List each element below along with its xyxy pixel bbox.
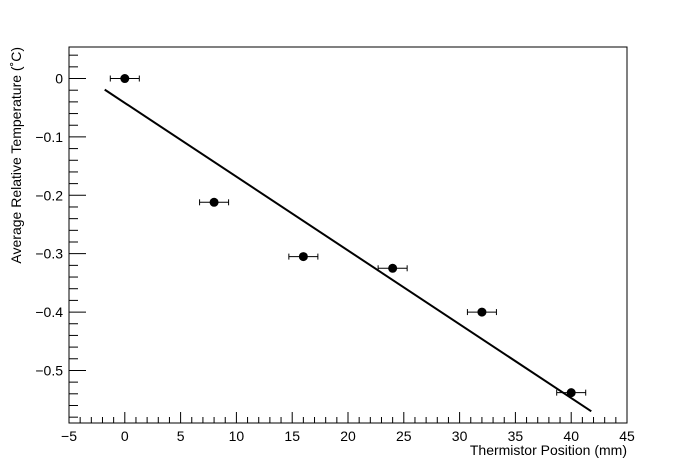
x-tick-label: 0	[121, 428, 129, 444]
data-point	[120, 74, 130, 84]
x-tick-label: 30	[452, 428, 468, 444]
x-tick-label: 20	[340, 428, 356, 444]
x-tick-label: 15	[284, 428, 300, 444]
data-point	[388, 263, 398, 273]
x-tick-label: 35	[508, 428, 524, 444]
points-layer	[109, 74, 587, 398]
fit-line	[104, 88, 592, 413]
y-tick-label: −0.2	[35, 187, 63, 203]
x-tick-label: 10	[229, 428, 245, 444]
data-point	[477, 307, 487, 317]
data-point	[566, 388, 576, 398]
y-tick-label: 0	[55, 71, 63, 87]
x-tick-label: −5	[61, 428, 77, 444]
y-tick-label: −0.3	[35, 246, 63, 262]
data-point	[209, 197, 219, 207]
y-axis-title: Average Relative Temperature (˚C)	[8, 47, 24, 264]
plot-frame	[68, 46, 628, 424]
tick-labels: −5 0 5 10 15 20 25 30 35 40 45 0 −0.1 −0.2 −0.3 −0.4 −0.…	[35, 71, 635, 444]
x-tick-label: 45	[619, 428, 635, 444]
x-axis-title: Thermistor Position (mm)	[470, 442, 627, 458]
data-point	[298, 252, 308, 262]
y-tick-label: −0.4	[35, 304, 63, 320]
x-tick-label: 5	[177, 428, 185, 444]
y-tick-label: −0.5	[35, 362, 63, 378]
fit-layer	[104, 88, 592, 413]
ticks	[68, 54, 628, 423]
y-tick-label: −0.1	[35, 129, 63, 145]
x-tick-label: 25	[396, 428, 412, 444]
x-tick-label: 40	[563, 428, 579, 444]
